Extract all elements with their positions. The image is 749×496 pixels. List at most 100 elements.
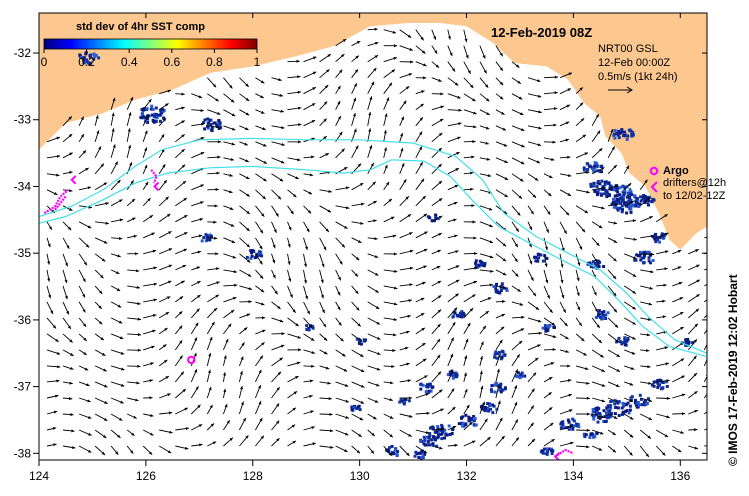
current-arrow-head — [165, 376, 169, 380]
current-arrow — [142, 164, 148, 174]
current-arrow — [287, 301, 296, 314]
current-arrow-head — [239, 371, 243, 375]
sst-patch-cell — [648, 195, 652, 199]
current-arrow-head — [630, 367, 635, 370]
current-arrow — [543, 157, 555, 161]
current-arrow — [190, 308, 200, 319]
sst-patch-cell — [151, 107, 155, 111]
current-arrow-head — [601, 206, 605, 210]
sst-patch-cell — [568, 426, 572, 430]
current-arrow — [495, 189, 509, 198]
current-arrow-head — [275, 213, 279, 217]
current-arrow — [479, 269, 494, 273]
current-arrow-head — [307, 210, 312, 214]
current-arrow-head — [516, 64, 520, 68]
current-arrow-head — [120, 383, 125, 387]
current-arrow — [624, 365, 635, 370]
current-arrow — [206, 321, 215, 335]
current-arrow — [463, 220, 476, 224]
sst-patch-cell — [436, 431, 440, 434]
sst-patch-cell — [203, 118, 207, 122]
current-arrow-head — [388, 452, 392, 456]
current-arrow — [335, 445, 348, 453]
current-arrow-head — [631, 351, 636, 355]
current-arrow-head — [551, 439, 555, 443]
current-arrow-head — [419, 131, 423, 135]
sst-std-dev-patches — [78, 51, 695, 460]
current-arrow-head — [234, 283, 238, 287]
current-arrow-head — [55, 338, 59, 342]
sst-patch-cell — [92, 57, 96, 61]
current-arrow — [335, 413, 350, 419]
current-arrow-head — [356, 41, 361, 44]
sst-patch-cell — [497, 351, 501, 355]
current-arrow-head — [471, 204, 475, 208]
current-arrow-head — [487, 437, 491, 441]
current-arrow — [191, 122, 205, 127]
sst-patch-cell — [495, 356, 499, 360]
current-arrow-head — [111, 112, 115, 117]
current-arrow-head — [53, 443, 57, 447]
current-arrow — [479, 436, 491, 447]
current-arrow — [191, 266, 201, 271]
current-arrow — [335, 333, 344, 342]
current-arrow — [335, 253, 343, 265]
current-arrow — [415, 131, 423, 143]
current-arrow-head — [229, 173, 233, 177]
current-arrow — [110, 301, 122, 308]
sst-patch-cell — [139, 116, 143, 120]
current-arrow-head — [312, 442, 316, 446]
current-arrow-head — [183, 215, 188, 219]
current-arrow-head — [677, 266, 682, 270]
current-arrow-head — [247, 273, 252, 277]
current-arrow-head — [246, 227, 250, 231]
current-arrow-head — [615, 399, 619, 403]
sst-patch-cell — [623, 338, 627, 342]
current-arrow-head — [553, 123, 557, 127]
scale-arrow-icon — [608, 86, 633, 94]
current-arrow — [127, 317, 142, 321]
current-arrow-head — [340, 338, 344, 342]
sst-patch-cell — [84, 52, 88, 56]
current-arrow-head — [536, 160, 541, 164]
sst-patch-cell — [609, 415, 613, 419]
current-arrow — [78, 333, 88, 342]
current-arrow — [46, 154, 61, 159]
current-arrow — [607, 184, 619, 191]
sst-patch-cell — [461, 422, 465, 426]
current-arrow-head — [243, 327, 248, 331]
current-arrow — [688, 390, 698, 399]
current-arrow-head — [272, 274, 276, 279]
sst-patch-cell — [454, 375, 458, 379]
current-arrow-head — [665, 362, 669, 366]
current-arrow — [62, 317, 72, 330]
current-arrow-head — [664, 267, 668, 271]
current-arrow-head — [258, 369, 262, 374]
drifter-tracks — [43, 169, 574, 460]
current-arrow-head — [514, 258, 518, 262]
current-arrow-head — [518, 340, 523, 344]
sst-patch-cell — [206, 121, 210, 125]
current-arrow-head — [473, 280, 478, 284]
current-arrow-head — [323, 323, 327, 328]
current-arrow — [287, 106, 302, 111]
sst-patch-cell — [426, 383, 430, 387]
current-arrow-head — [375, 272, 379, 276]
current-arrow-head — [565, 138, 569, 142]
current-arrow-head — [680, 358, 685, 362]
current-arrow — [495, 61, 504, 72]
sst-patch-cell — [639, 195, 643, 199]
current-arrow — [559, 237, 565, 252]
sst-patch-cell — [147, 114, 151, 118]
current-arrow — [94, 349, 106, 357]
current-arrow — [383, 216, 395, 223]
current-arrow — [607, 333, 620, 343]
sst-patch-cell — [430, 438, 434, 442]
current-arrow-head — [245, 97, 250, 102]
current-arrow — [639, 429, 652, 439]
current-arrow — [575, 117, 585, 127]
sst-patch-cell — [392, 452, 396, 455]
current-arrow-head — [151, 232, 155, 236]
current-arrow-head — [714, 265, 718, 268]
current-arrow — [319, 269, 324, 284]
